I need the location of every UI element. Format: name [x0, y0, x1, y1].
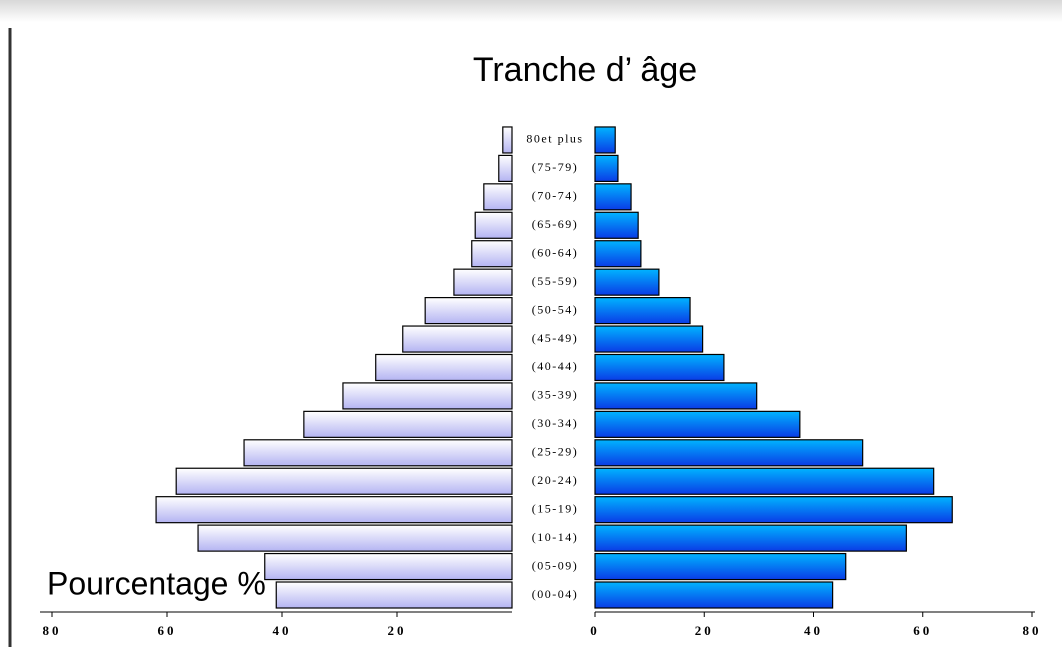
- category-label: 80et plus: [526, 132, 583, 146]
- category-label: (60-64): [532, 245, 579, 259]
- category-label: (70-74): [532, 189, 579, 203]
- bar-right: [594, 325, 704, 353]
- category-label: (45-49): [532, 331, 579, 345]
- x-tick-label: 60: [913, 623, 932, 638]
- bar-left: [243, 439, 513, 467]
- x-tick-label: 60: [158, 623, 177, 638]
- category-label: (15-19): [532, 501, 579, 515]
- bar-left: [471, 240, 513, 268]
- bar-right: [594, 467, 935, 495]
- top-shadow: [0, 0, 1062, 22]
- bar-left: [474, 211, 513, 239]
- x-tick-label: 40: [273, 623, 292, 638]
- category-label: (10-14): [532, 530, 579, 544]
- bar-right: [594, 297, 691, 325]
- bar-left: [342, 382, 513, 410]
- category-label: (20-24): [532, 473, 579, 487]
- x-tick-label: 20: [695, 623, 714, 638]
- category-label: (35-39): [532, 388, 579, 402]
- bar-right: [594, 439, 864, 467]
- bar-right: [594, 552, 847, 581]
- bar-left: [175, 467, 513, 495]
- bar-right: [594, 154, 619, 182]
- bar-left: [275, 581, 513, 609]
- bar-right: [594, 581, 834, 609]
- bar-left: [155, 496, 513, 524]
- x-tick-label: 80: [1023, 623, 1042, 638]
- x-tick-label: 20: [388, 623, 407, 638]
- category-label: (00-04): [532, 587, 579, 601]
- category-label: (30-34): [532, 416, 579, 430]
- bar-right: [594, 268, 660, 296]
- bar-right: [594, 240, 642, 268]
- bar-left: [303, 410, 513, 438]
- annotation: Pourcentage %: [47, 565, 266, 601]
- bar-right: [594, 353, 725, 382]
- bar-left: [453, 268, 513, 296]
- bar-right: [594, 211, 639, 239]
- bar-left: [264, 552, 513, 581]
- bar-right: [594, 126, 616, 154]
- x-tick-label: 80: [43, 623, 62, 638]
- bar-right: [594, 496, 953, 524]
- bar-left: [197, 524, 513, 552]
- category-label: (25-29): [532, 445, 579, 459]
- bar-right: [594, 524, 907, 552]
- bar-right: [594, 183, 632, 211]
- category-label: (75-79): [532, 160, 579, 174]
- x-tick-label: 40: [804, 623, 823, 638]
- category-label: (40-44): [532, 359, 579, 373]
- category-label: (55-59): [532, 274, 579, 288]
- bar-left: [424, 297, 513, 325]
- bar-right: [594, 410, 801, 438]
- category-label: (65-69): [532, 217, 579, 231]
- bar-left: [483, 183, 513, 211]
- category-label: (05-09): [532, 558, 579, 572]
- bar-left: [498, 154, 513, 182]
- bar-left: [375, 353, 513, 382]
- chart-title: Tranche d’ âge: [473, 51, 697, 89]
- category-label: (50-54): [532, 302, 579, 316]
- bar-left: [402, 325, 513, 353]
- bar-left: [502, 126, 513, 154]
- bar-right: [594, 382, 758, 410]
- x-tick-label: 0: [590, 623, 600, 638]
